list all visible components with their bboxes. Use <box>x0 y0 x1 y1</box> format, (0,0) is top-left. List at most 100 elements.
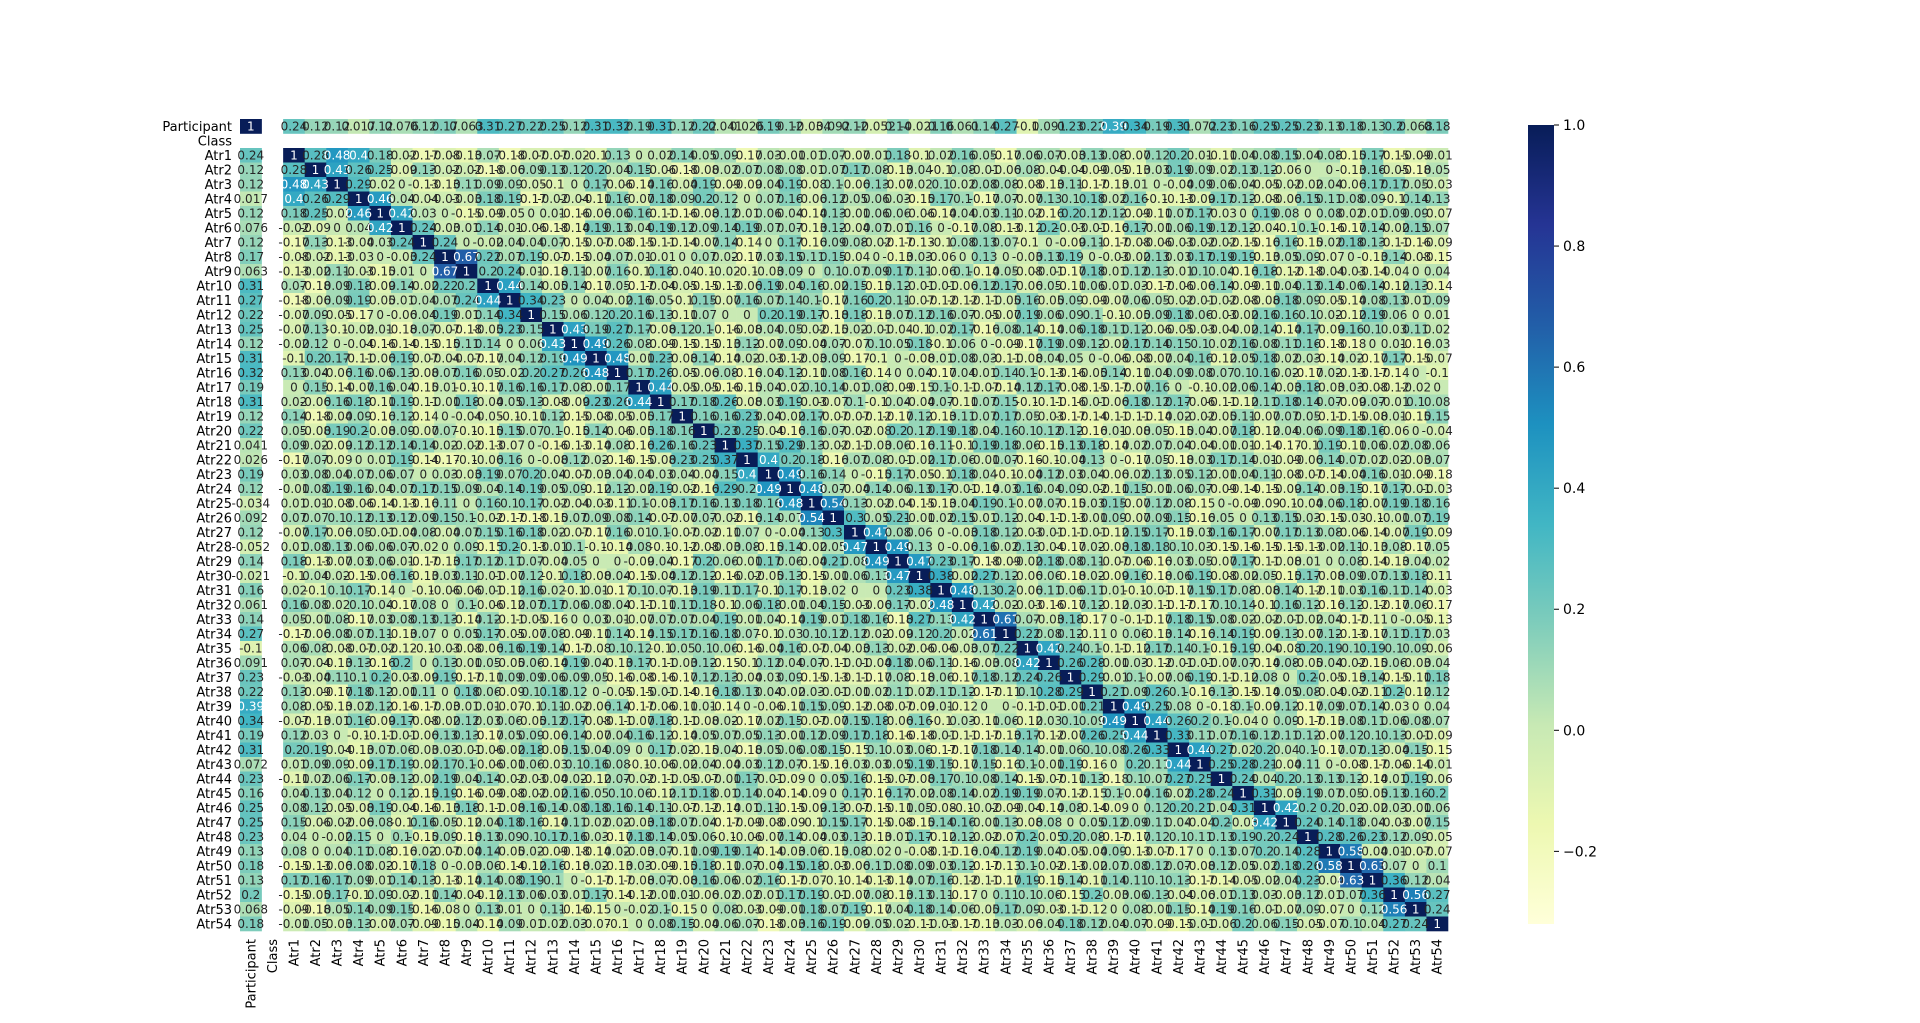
heatmap-cell-value: 0 <box>1326 554 1334 568</box>
heatmap-cell-value: 0 <box>1045 235 1053 249</box>
heatmap-cell-value: 0.1 <box>1298 308 1317 322</box>
heatmap-cell-value: 0.09 <box>1424 293 1451 307</box>
heatmap-cell <box>951 206 974 221</box>
heatmap-cell <box>1059 148 1082 163</box>
heatmap-cell-value: 0.19 <box>1057 250 1084 264</box>
heatmap-cell <box>649 148 672 163</box>
heatmap-cell-value: 0 <box>1153 177 1161 191</box>
heatmap-cell-value: 0.01 <box>388 264 415 278</box>
heatmap-cell <box>1253 206 1276 221</box>
heatmap-cell-value: -0.1 <box>1425 366 1448 380</box>
heatmap-cell <box>1426 119 1449 134</box>
heatmap-cell <box>1016 119 1039 134</box>
heatmap-cell <box>1361 148 1384 163</box>
heatmap-cell <box>973 191 996 207</box>
heatmap-cell-value: 0.1 <box>630 583 649 597</box>
heatmap-cell <box>477 206 500 221</box>
heatmap-cell-value: 0 <box>1412 308 1420 322</box>
heatmap-cell <box>391 206 413 221</box>
heatmap-cell <box>1038 206 1061 221</box>
heatmap-cell <box>326 177 349 192</box>
heatmap-cell <box>1297 148 1319 163</box>
heatmap-cell <box>1361 191 1384 207</box>
heatmap-cell-value: 0 <box>959 250 967 264</box>
heatmap-cell <box>1297 177 1319 192</box>
heatmap-cell <box>1253 191 1276 207</box>
heatmap-cell-value: 0.1 <box>328 511 347 525</box>
heatmap-cell-value: 1 <box>894 554 902 568</box>
heatmap-cell-value: 0.07 <box>410 627 437 641</box>
heatmap-cell <box>844 119 866 134</box>
heatmap-cell <box>542 119 564 134</box>
heatmap-cell-value: 0.1 <box>1190 264 1209 278</box>
heatmap-cell <box>542 162 564 178</box>
heatmap-cell-value: 0.2 <box>694 192 713 206</box>
heatmap-cell <box>865 220 888 236</box>
heatmap-cell-value: 0.026 <box>234 453 268 467</box>
heatmap-cell <box>995 206 1017 221</box>
heatmap-cell <box>412 119 435 134</box>
heatmap-cell <box>779 177 802 192</box>
heatmap-cell-value: -0.17 <box>602 583 633 597</box>
heatmap-cell-value: 0.61 <box>971 627 998 641</box>
heatmap-cell <box>844 220 866 236</box>
heatmap-cell-value: 1 <box>441 250 449 264</box>
heatmap-cell <box>498 148 521 163</box>
heatmap-cell <box>1167 191 1190 207</box>
heatmap-cell <box>1210 148 1233 163</box>
heatmap-cell-value: 0.31 <box>237 351 264 365</box>
heatmap-cell <box>304 220 327 236</box>
heatmap-cell <box>693 220 715 236</box>
heatmap-cell <box>369 177 392 192</box>
heatmap-cell-value: 0.01 <box>1122 177 1149 191</box>
heatmap-cell-value: -0.06 <box>1379 424 1410 438</box>
heatmap-cell <box>326 220 349 236</box>
heatmap-cell <box>391 220 413 236</box>
heatmap-cell <box>628 220 651 236</box>
heatmap-cell <box>779 148 802 163</box>
heatmap-cell-value: 0.08 <box>410 598 437 612</box>
heatmap-cell-value: 0.12 <box>237 163 264 177</box>
heatmap-cell <box>908 206 931 221</box>
heatmap-cell <box>1297 206 1319 221</box>
heatmap-cell-value: 0.07 <box>1208 366 1235 380</box>
heatmap-cell <box>714 177 737 192</box>
heatmap-cell <box>822 148 845 163</box>
heatmap-cell-value: 0 <box>1239 511 1247 525</box>
heatmap-cell-value: 0.017 <box>234 192 268 206</box>
heatmap-cell <box>542 206 564 221</box>
heatmap-cell <box>671 162 694 178</box>
heatmap-cell <box>1404 206 1427 221</box>
heatmap-cell-value: 0 <box>743 192 751 206</box>
heatmap-cell <box>1318 191 1341 207</box>
heatmap-cell <box>1210 162 1233 178</box>
heatmap-cell <box>240 177 262 192</box>
heatmap-cell <box>1318 206 1341 221</box>
heatmap-cell-value: 0 <box>1110 612 1118 626</box>
heatmap-cell-value: 0.48 <box>777 496 804 510</box>
heatmap-cell-value: 0.12 <box>237 337 264 351</box>
heatmap-cell-value: 0.3 <box>845 511 864 525</box>
heatmap-cell-value: 0.09 <box>777 264 804 278</box>
heatmap-cell-value: -0.09 <box>1422 235 1453 249</box>
heatmap-cell-value: 0 <box>441 627 449 641</box>
heatmap-cell <box>930 191 953 207</box>
heatmap-cell <box>1059 206 1082 221</box>
heatmap-cell-value: 0.16 <box>1424 496 1451 510</box>
heatmap-cell <box>434 191 457 207</box>
heatmap-cell-value: 0.24 <box>1057 641 1084 655</box>
heatmap-cell-value: 0.08 <box>1273 206 1300 220</box>
heatmap-cell-value: -0.15 <box>904 380 935 394</box>
heatmap-cell-value: 0.49 <box>561 351 588 365</box>
heatmap-cell <box>520 148 543 163</box>
heatmap-cell <box>800 191 823 207</box>
heatmap-cell <box>995 191 1017 207</box>
heatmap-cell <box>434 148 457 163</box>
heatmap-cell <box>477 191 500 207</box>
heatmap-cell-value: 0 <box>851 583 859 597</box>
heatmap-cell-value: -0.03 <box>1422 177 1453 191</box>
heatmap-cell-value: 0 <box>420 467 428 481</box>
heatmap-cell-value: 0.11 <box>432 496 459 510</box>
heatmap-cell-value: 0.03 <box>410 206 437 220</box>
